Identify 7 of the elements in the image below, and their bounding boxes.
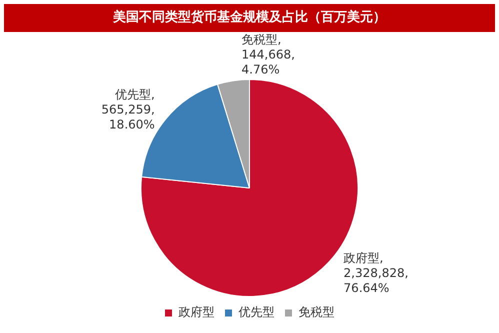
data-label: 政府型, 2,328,828, 76.64% — [344, 251, 408, 296]
legend-label: 政府型 — [178, 305, 214, 320]
data-label: 优先型, 565,259, 18.60% — [101, 87, 155, 132]
legend-label: 优先型 — [238, 305, 274, 320]
chart-title: 美国不同类型货币基金规模及占比（百万美元） — [4, 4, 495, 32]
data-label: 免税型, 144,668, 4.76% — [242, 32, 295, 77]
legend-label: 免税型 — [298, 305, 334, 320]
